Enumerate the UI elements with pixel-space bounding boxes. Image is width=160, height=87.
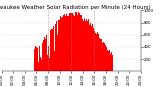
Title: Milwaukee Weather Solar Radiation per Minute (24 Hours): Milwaukee Weather Solar Radiation per Mi…: [0, 5, 151, 10]
